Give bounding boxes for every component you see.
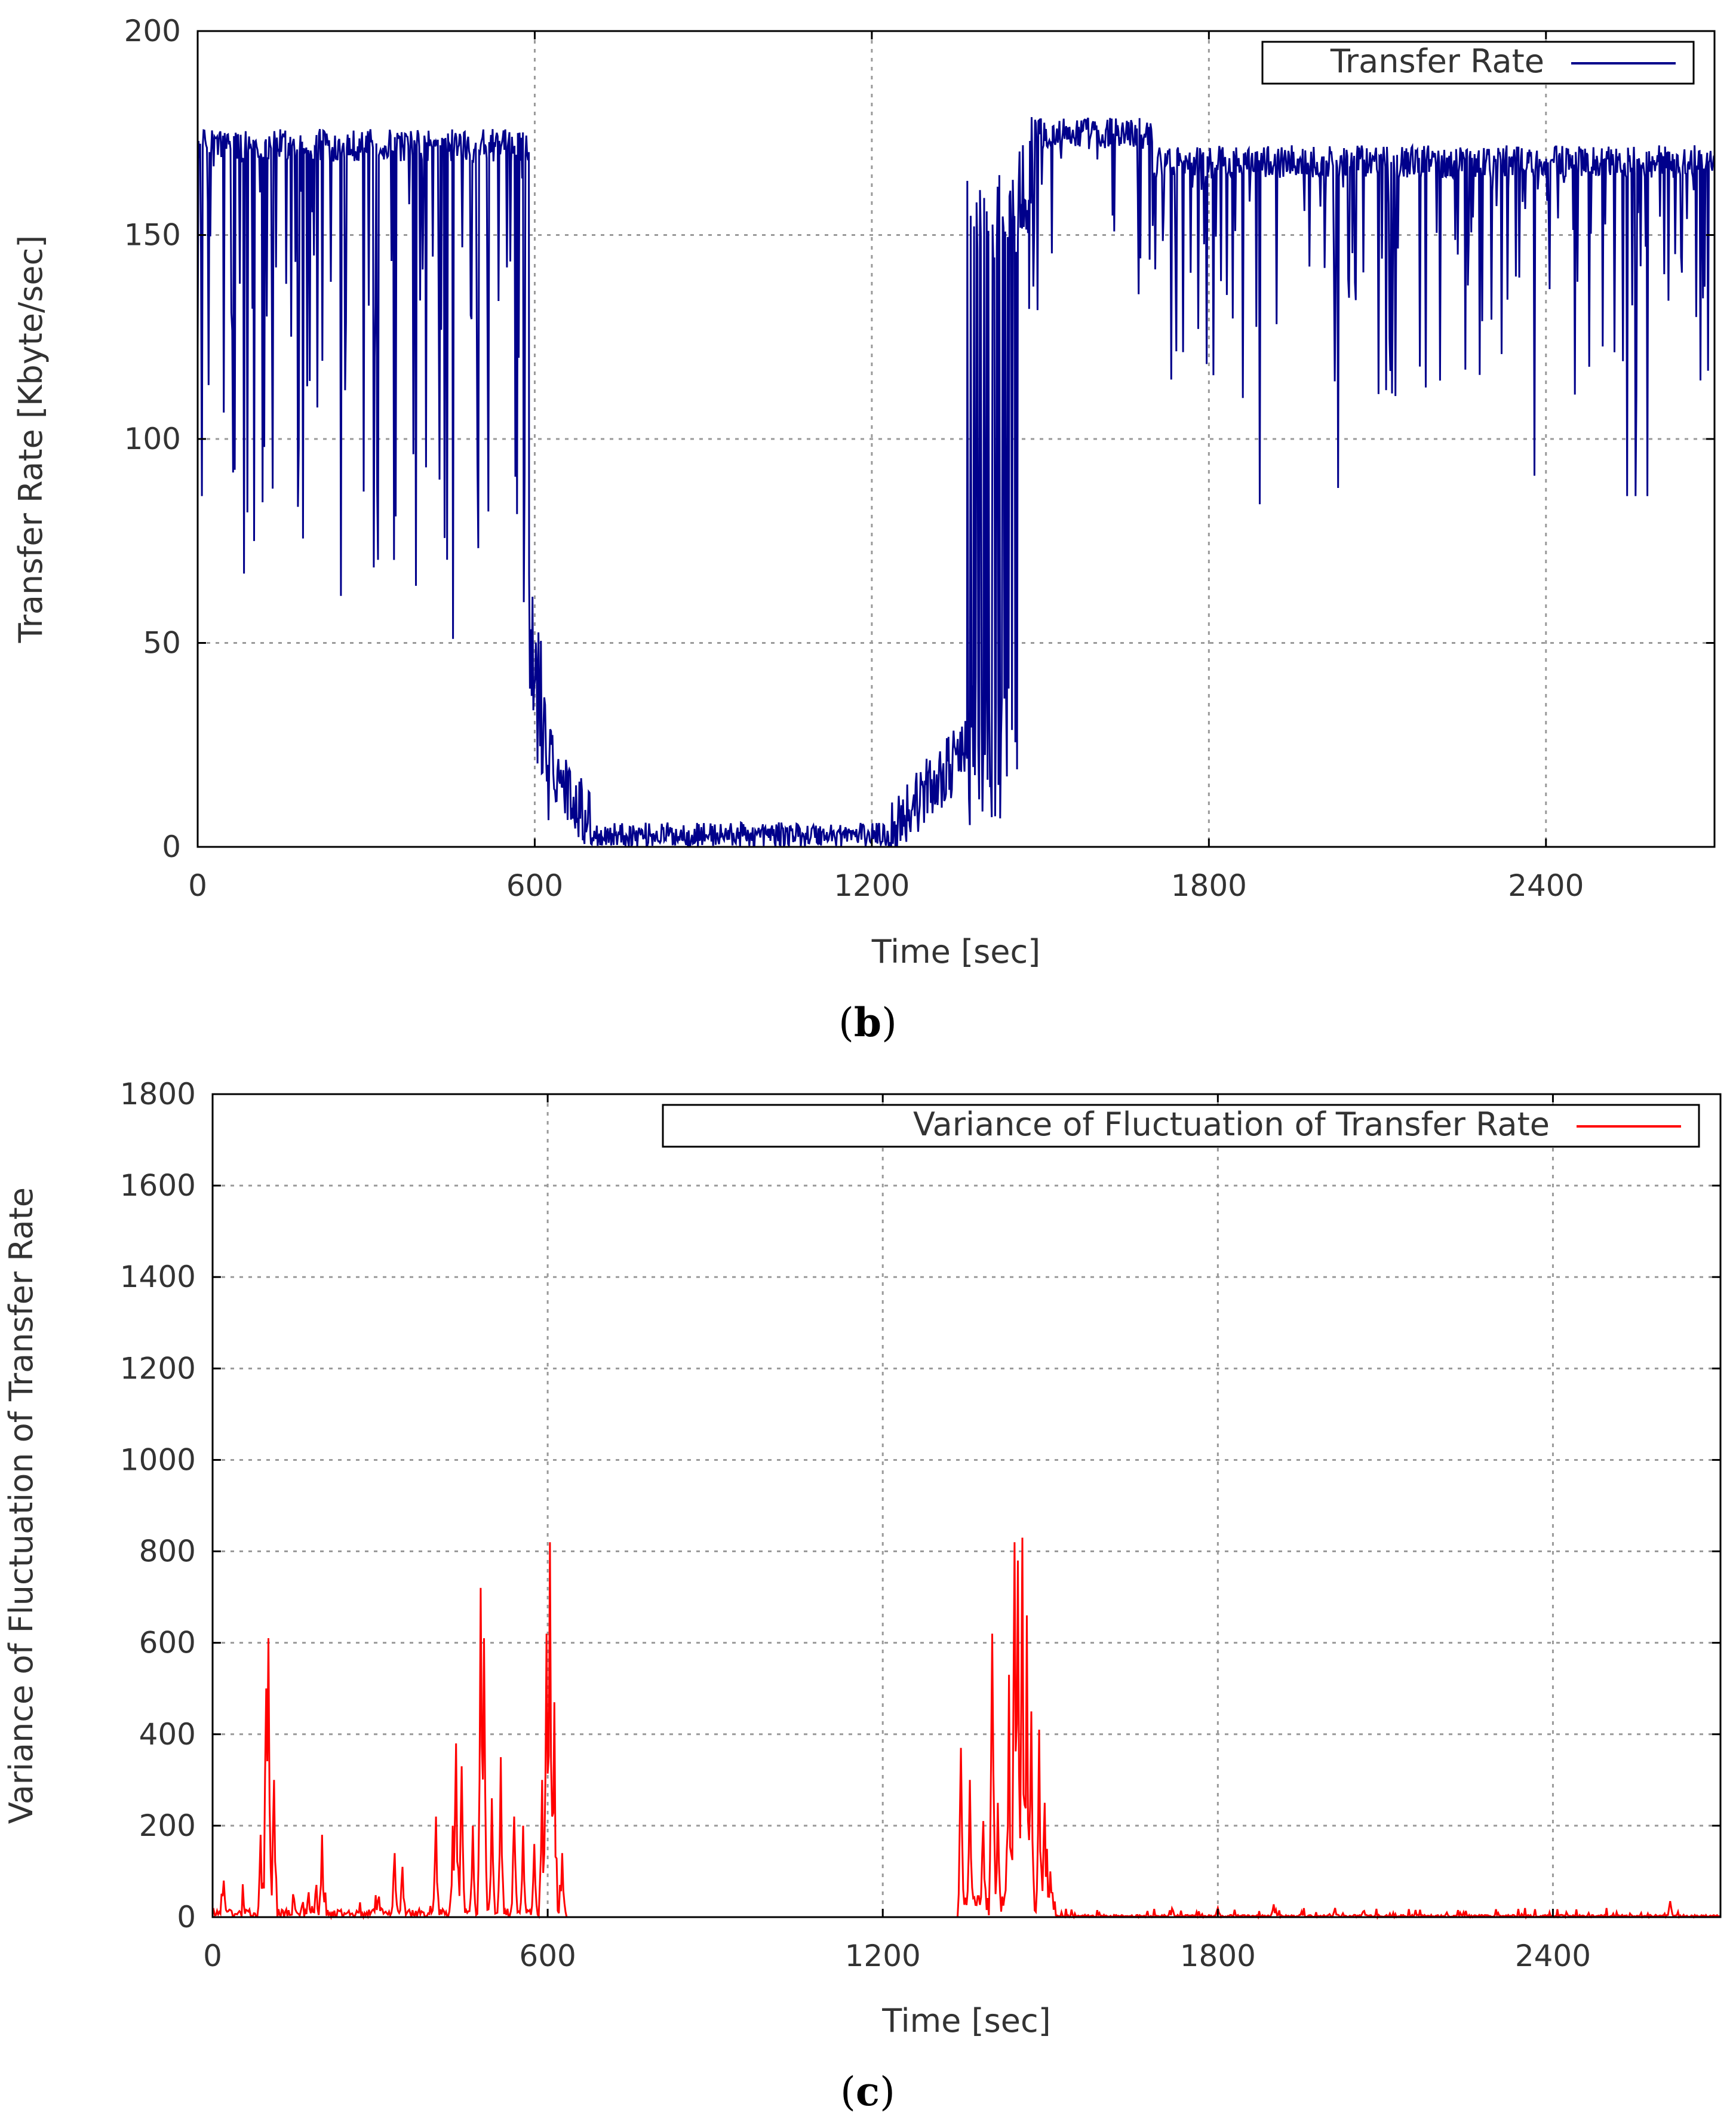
panel-letter: c — [856, 2068, 880, 2115]
y-tick-label: 1400 — [120, 1260, 196, 1294]
y-tick-label: 200 — [139, 1808, 196, 1843]
legend-entry-variance: Variance of Fluctuation of Transfer Rate — [913, 1105, 1550, 1143]
x-tick-label: 600 — [519, 1939, 576, 1973]
chart-variance: 0 600 1200 1800 2400 0 200 400 600 800 1000 1200 140… — [2, 1077, 1722, 2115]
y-tick-label: 800 — [139, 1534, 196, 1569]
y-axis-label: Variance of Fluctuation of Transfer Rate — [2, 1187, 40, 1824]
legend: Variance of Fluctuation of Transfer Rate — [662, 1104, 1700, 1148]
y-tick-label: 600 — [139, 1626, 196, 1660]
x-tick-label: 1200 — [834, 868, 910, 903]
x-tick-label: 0 — [188, 868, 207, 903]
axis-ticks: 0 600 1200 1800 2400 0 200 400 600 800 1000 1200 140… — [120, 1077, 1720, 1973]
y-tick-label: 1800 — [120, 1077, 196, 1111]
panel-label-b: (b) — [838, 999, 897, 1046]
x-tick-label: 600 — [506, 868, 563, 903]
y-tick-label: 50 — [143, 626, 181, 661]
y-tick-label: 150 — [124, 218, 181, 253]
y-tick-label: 100 — [124, 422, 181, 456]
series-line-transfer-rate — [196, 117, 1715, 848]
x-tick-label: 1800 — [1171, 868, 1247, 903]
panel-letter: b — [854, 999, 881, 1046]
x-tick-label: 1200 — [845, 1939, 921, 1973]
x-tick-label: 2400 — [1515, 1939, 1591, 1973]
series-line-variance — [211, 1537, 1721, 1921]
y-tick-label: 1000 — [120, 1442, 196, 1477]
x-tick-label: 1800 — [1180, 1939, 1256, 1973]
y-tick-label: 0 — [177, 1900, 196, 1934]
y-tick-label: 1600 — [120, 1168, 196, 1203]
series-variance — [211, 1537, 1721, 1921]
chart-transfer-rate: 0 600 1200 1800 2400 0 50 100 150 200 Transfer Ra… — [12, 14, 1716, 1046]
legend: Transfer Rate — [1261, 41, 1695, 85]
x-tick-label: 2400 — [1508, 868, 1584, 903]
y-tick-label: 1200 — [120, 1351, 196, 1386]
x-axis-label: Time [sec] — [881, 2002, 1051, 2040]
plot-frame — [211, 1093, 1722, 1918]
legend-entry-transfer-rate: Transfer Rate — [1330, 42, 1544, 80]
x-tick-label: 0 — [203, 1939, 222, 1973]
panel-label-c: (c) — [840, 2068, 895, 2115]
y-tick-label: 0 — [162, 830, 181, 864]
axis-ticks: 0 600 1200 1800 2400 0 50 100 150 200 — [124, 14, 1715, 903]
series-transfer-rate — [196, 117, 1715, 848]
legend-box — [662, 1104, 1700, 1148]
y-axis-label: Transfer Rate [Kbyte/sec] — [12, 235, 50, 644]
y-tick-label: 400 — [139, 1717, 196, 1752]
y-tick-label: 200 — [124, 14, 181, 48]
x-axis-label: Time [sec] — [871, 933, 1041, 971]
grid-lines — [213, 1094, 1720, 1917]
